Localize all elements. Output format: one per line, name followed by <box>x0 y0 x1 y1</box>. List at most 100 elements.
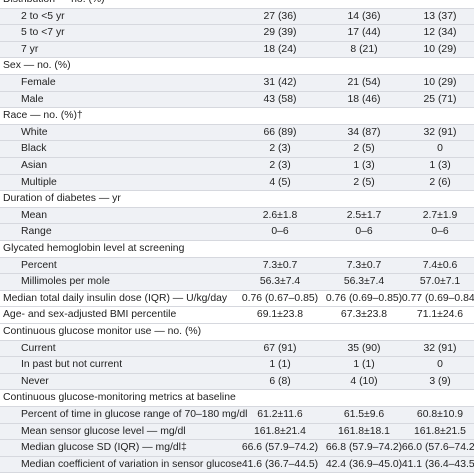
cell-value: 161.8±21.4 <box>254 425 306 437</box>
cell-value: 2 (5) <box>353 176 375 188</box>
cell-value: 32 (91) <box>423 126 457 138</box>
cell-value: 4 (10) <box>350 375 378 387</box>
cell-value: 25 (71) <box>423 93 457 105</box>
cell-value: 17 (44) <box>347 27 381 39</box>
section-row: Glycated hemoglobin level at screening <box>0 241 474 258</box>
cell-value: 56.3±7.4 <box>259 276 301 288</box>
cell-value: 43 (58) <box>263 93 297 105</box>
cell-value: 2.5±1.7 <box>346 209 382 221</box>
cell-value: 7.3±0.7 <box>262 259 298 271</box>
row-label: Multiple <box>21 176 57 188</box>
table-row: In past but not current 1 (1) 1 (1) 0 <box>0 357 474 374</box>
cell-value: 32 (91) <box>423 342 457 354</box>
row-label: Male <box>21 93 44 105</box>
cell-value: 42.4 (36.9–45.0) <box>325 458 403 470</box>
row-label: Mean <box>21 209 47 221</box>
table-row: Black 2 (3) 2 (5) 0 <box>0 141 474 158</box>
cell-value: 2 (6) <box>429 176 451 188</box>
cell-value: 21 (54) <box>347 77 381 88</box>
row-label: Glycated hemoglobin level at screening <box>3 243 185 254</box>
row-label: Median glucose SD (IQR) — mg/dl‡ <box>21 442 187 454</box>
cell-value: 161.8±18.1 <box>338 425 390 437</box>
cell-value: 1 (3) <box>429 160 451 171</box>
cell-value: 10 (29) <box>423 77 457 88</box>
cell-value: 12 (34) <box>423 27 457 39</box>
cell-value: 31 (42) <box>263 77 297 88</box>
cell-value: 67.3±23.8 <box>340 309 388 321</box>
cell-value: 0 <box>437 143 443 155</box>
cell-value: 66.0 (57.6–74.2) <box>401 442 474 454</box>
row-label: Mean sensor glucose level — mg/dl <box>21 425 186 437</box>
row-label: Sex — no. (%) <box>3 60 71 72</box>
row-label: In past but not current <box>21 359 123 371</box>
row-label: Continuous glucose-monitoring metrics at… <box>3 392 236 404</box>
section-row: Distribution — no. (%) <box>0 0 474 9</box>
table-row: 2 to <5 yr 27 (36) 14 (36) 13 (37) <box>0 8 474 26</box>
cell-value: 4 (5) <box>269 176 291 188</box>
cell-value: 56.3±7.4 <box>343 276 385 288</box>
cell-value: 69.1±23.8 <box>256 309 304 321</box>
table-row: Percent 7.3±0.7 7.3±0.7 7.4±0.6 <box>0 257 474 275</box>
cell-value: 66 (89) <box>263 126 297 138</box>
cell-value: 10 (29) <box>423 43 457 55</box>
cell-value: 18 (24) <box>263 43 297 55</box>
cell-value: 2.7±1.9 <box>422 209 458 221</box>
cell-value: 35 (90) <box>347 342 381 354</box>
row-label: Distribution — no. (%) <box>3 0 105 9</box>
cell-value: 0–6 <box>355 226 373 238</box>
section-row: Sex — no. (%) <box>0 58 474 75</box>
cell-value: 6 (8) <box>269 375 291 387</box>
table-row: Multiple 4 (5) 2 (5) 2 (6) <box>0 174 474 192</box>
table-row: Mean 2.6±1.8 2.5±1.7 2.7±1.9 <box>0 207 474 225</box>
row-label: Current <box>21 342 56 354</box>
cell-value: 2 (5) <box>353 143 375 155</box>
cell-value: 2 (3) <box>269 160 291 171</box>
section-row: Continuous glucose monitor use — no. (%) <box>0 324 474 341</box>
cell-value: 27 (36) <box>263 10 297 22</box>
section-row: Race — no. (%)† <box>0 108 474 125</box>
row-label: Percent <box>21 259 57 271</box>
cell-value: 1 (3) <box>353 160 375 171</box>
cell-value: 41.6 (36.7–44.5) <box>241 458 319 470</box>
cell-value: 161.8±21.5 <box>414 425 466 437</box>
section-row: Continuous glucose-monitoring metrics at… <box>0 390 474 407</box>
table-row: Current 67 (91) 35 (90) 32 (91) <box>0 340 474 358</box>
section-row: Age- and sex-adjusted BMI percentile 69.1… <box>0 307 474 324</box>
row-label: Percent of time in glucose range of 70–1… <box>21 409 248 420</box>
row-label: Age- and sex-adjusted BMI percentile <box>3 309 177 321</box>
table-row: Never 6 (8) 4 (10) 3 (9) <box>0 373 474 391</box>
row-label: Median coefficient of variation in senso… <box>21 458 243 470</box>
row-label: 7 yr <box>21 43 39 55</box>
section-row: Duration of diabetes — yr <box>0 191 474 208</box>
cell-value: 1 (1) <box>353 359 375 371</box>
section-row: Median total daily insulin dose (IQR) — … <box>0 291 474 308</box>
table-row: Median coefficient of variation in senso… <box>0 456 474 474</box>
cell-value: 13 (37) <box>423 10 457 22</box>
cell-value: 2 (3) <box>269 143 291 155</box>
cell-value: 18 (46) <box>347 93 381 105</box>
row-label: 5 to <7 yr <box>21 27 65 39</box>
row-label: Never <box>21 375 49 387</box>
table-row: Asian 2 (3) 1 (3) 1 (3) <box>0 158 474 175</box>
table-row: 7 yr 18 (24) 8 (21) 10 (29) <box>0 41 474 59</box>
row-label: Millimoles per mole <box>21 276 110 288</box>
cell-value: 7.3±0.7 <box>346 259 382 271</box>
cell-value: 0 <box>437 359 443 371</box>
cell-value: 14 (36) <box>347 10 381 22</box>
row-label: Duration of diabetes — yr <box>3 193 121 205</box>
cell-value: 29 (39) <box>263 27 297 39</box>
cell-value: 2.6±1.8 <box>262 209 298 221</box>
cell-value: 60.8±10.9 <box>416 409 464 420</box>
cell-value: 41.1 (36.4–43.5) <box>401 458 474 470</box>
table-row: Range 0–6 0–6 0–6 <box>0 224 474 241</box>
cell-value: 0.77 (0.69–0.84) <box>401 292 474 304</box>
cell-value: 1 (1) <box>269 359 291 371</box>
table-row: Percent of time in glucose range of 70–1… <box>0 407 474 424</box>
cell-value: 57.0±7.1 <box>419 276 461 288</box>
row-label: 2 to <5 yr <box>21 10 65 22</box>
row-label: Range <box>21 226 52 238</box>
table-row: Female 31 (42) 21 (54) 10 (29) <box>0 75 474 92</box>
table-row: Millimoles per mole 56.3±7.4 56.3±7.4 57.0±… <box>0 274 474 291</box>
table-row: 5 to <7 yr 29 (39) 17 (44) 12 (34) <box>0 25 474 42</box>
